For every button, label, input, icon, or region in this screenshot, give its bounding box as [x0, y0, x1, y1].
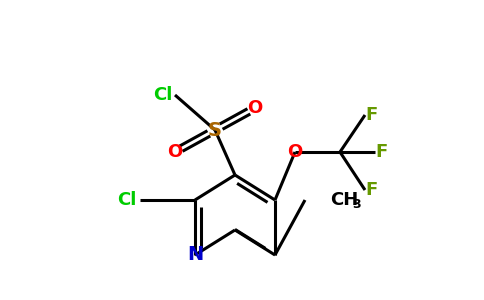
Text: Cl: Cl: [153, 86, 173, 104]
Text: F: F: [365, 106, 377, 124]
Text: Cl: Cl: [118, 191, 137, 209]
Text: O: O: [287, 143, 302, 161]
Text: F: F: [375, 143, 387, 161]
Text: CH: CH: [330, 191, 358, 209]
Text: O: O: [167, 143, 182, 161]
Text: N: N: [187, 245, 203, 265]
Text: S: S: [208, 121, 222, 140]
Text: F: F: [365, 181, 377, 199]
Text: 3: 3: [352, 197, 361, 211]
Text: O: O: [247, 99, 263, 117]
